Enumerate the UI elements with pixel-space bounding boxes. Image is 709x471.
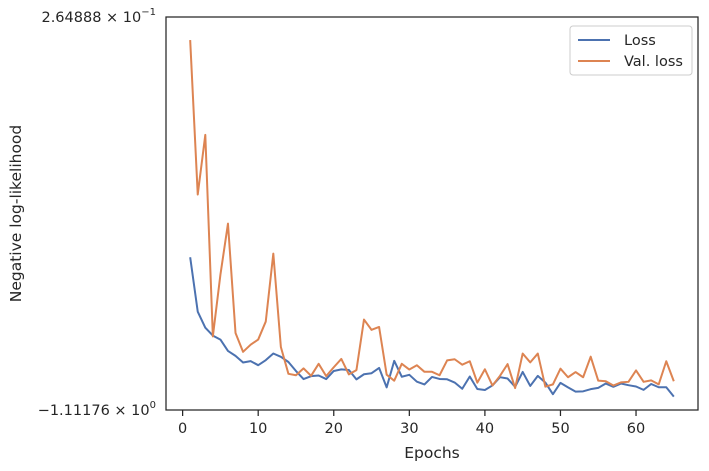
legend-label-loss: Loss — [624, 33, 656, 49]
legend: Loss Val. loss — [569, 25, 693, 76]
x-tick-label: 10 — [249, 421, 267, 437]
series-lines — [189, 40, 675, 398]
series-line-val-loss — [189, 40, 675, 390]
y-top-label: 2.64888 × 10−1 — [41, 7, 156, 26]
legend-box — [569, 25, 693, 76]
x-tick-label: 40 — [476, 421, 494, 437]
x-tick-label: 30 — [400, 421, 418, 437]
x-ticks: 0 10 20 30 40 50 60 — [178, 410, 645, 437]
legend-label-val-loss: Val. loss — [624, 54, 683, 70]
y-bottom-label: −1.11176 × 100 — [38, 400, 156, 419]
x-tick-label: 0 — [178, 421, 187, 437]
x-tick-label: 50 — [551, 421, 569, 437]
x-tick-label: 20 — [325, 421, 343, 437]
series-line-loss — [189, 257, 675, 398]
plot-frame — [165, 16, 699, 411]
x-tick-label: 60 — [627, 421, 645, 437]
x-axis-label: Epochs — [404, 444, 460, 462]
y-axis-label: Negative log-likelihood — [7, 125, 25, 303]
